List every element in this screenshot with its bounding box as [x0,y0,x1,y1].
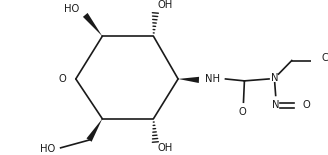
Text: NH: NH [205,74,220,84]
Text: Cl: Cl [321,53,328,63]
Text: N: N [272,100,279,110]
Polygon shape [87,119,102,142]
Text: O: O [302,100,310,110]
Text: OH: OH [157,0,173,10]
Text: N: N [271,73,278,83]
Text: O: O [59,74,66,84]
Polygon shape [178,77,199,83]
Text: HO: HO [64,4,80,14]
Text: OH: OH [157,143,173,153]
Text: O: O [239,107,246,117]
Polygon shape [83,13,102,36]
Text: HO: HO [40,144,55,154]
